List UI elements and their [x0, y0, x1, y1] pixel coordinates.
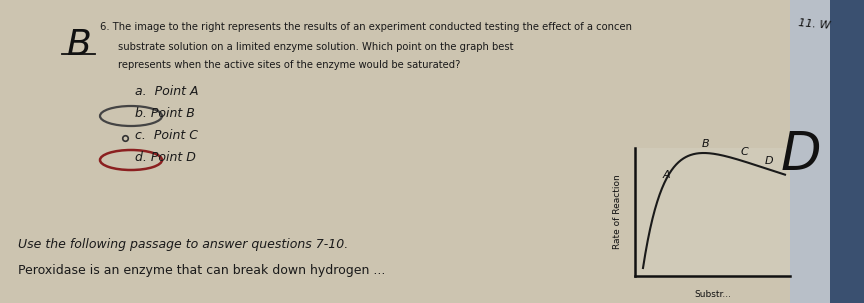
Text: Use the following passage to answer questions 7-10.: Use the following passage to answer ques…: [18, 238, 348, 251]
Text: C: C: [740, 147, 748, 157]
Text: a.  Point A: a. Point A: [135, 85, 199, 98]
Text: Rate of Reaction: Rate of Reaction: [613, 175, 621, 249]
Text: Substr...: Substr...: [694, 290, 731, 299]
Text: Peroxidase is an enzyme that can break down hydrogen ...: Peroxidase is an enzyme that can break d…: [18, 264, 385, 277]
Text: represents when the active sites of the enzyme would be saturated?: represents when the active sites of the …: [118, 60, 461, 70]
Text: $\mathit{B}$: $\mathit{B}$: [66, 28, 91, 62]
Text: D: D: [765, 156, 773, 166]
Text: substrate solution on a limited enzyme solution. Which point on the graph best: substrate solution on a limited enzyme s…: [118, 42, 513, 52]
Text: d. Point D: d. Point D: [135, 151, 196, 164]
Text: b. Point B: b. Point B: [135, 107, 195, 120]
Text: 6. The image to the right represents the results of an experiment conducted test: 6. The image to the right represents the…: [100, 22, 632, 32]
Text: B: B: [702, 139, 710, 149]
Polygon shape: [790, 0, 864, 303]
Polygon shape: [830, 0, 864, 303]
Text: 11. W: 11. W: [798, 18, 831, 31]
Bar: [635, 148, 790, 276]
Text: A: A: [663, 170, 670, 180]
Text: c.  Point C: c. Point C: [135, 129, 198, 142]
Text: $\mathit{D}$: $\mathit{D}$: [780, 129, 820, 181]
